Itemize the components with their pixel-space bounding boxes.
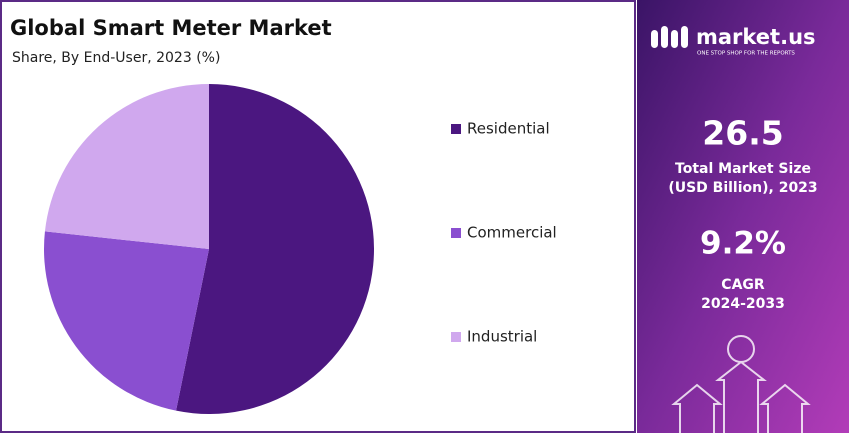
cagr: 9.2% — [700, 226, 786, 262]
logo-bar — [671, 30, 678, 48]
legend-swatch — [451, 124, 461, 134]
market-size-label: Total Market Size — [675, 161, 811, 177]
legend-label: Industrial — [467, 328, 537, 346]
pie-slice — [43, 231, 209, 411]
pie — [43, 84, 375, 414]
legend-label: Commercial — [467, 224, 557, 242]
logo-bar — [651, 30, 658, 48]
cagr-label: CAGR — [721, 277, 765, 293]
logo-bar — [661, 26, 668, 48]
legend-label: Residential — [467, 120, 550, 138]
pie-slice — [44, 84, 209, 249]
tagline: ONE STOP SHOP FOR THE REPORTS — [697, 51, 795, 57]
logo-bar — [681, 26, 688, 48]
arrow-icons — [671, 335, 811, 433]
legend-swatch — [451, 332, 461, 342]
market-size: 26.5 — [702, 114, 783, 153]
chart-title: Global Smart Meter Market — [10, 16, 332, 40]
legend-swatch — [451, 228, 461, 238]
cagr-label: 2024-2033 — [701, 296, 785, 312]
brand: market.us — [696, 25, 816, 49]
logo — [651, 26, 688, 48]
side-panel — [637, 0, 849, 433]
chart-subtitle: Share, By End-User, 2023 (%) — [12, 50, 220, 66]
legend: Residential Commercial Industrial — [451, 120, 557, 346]
market-size-label: (USD Billion), 2023 — [668, 180, 817, 196]
pie-slice — [176, 84, 375, 414]
